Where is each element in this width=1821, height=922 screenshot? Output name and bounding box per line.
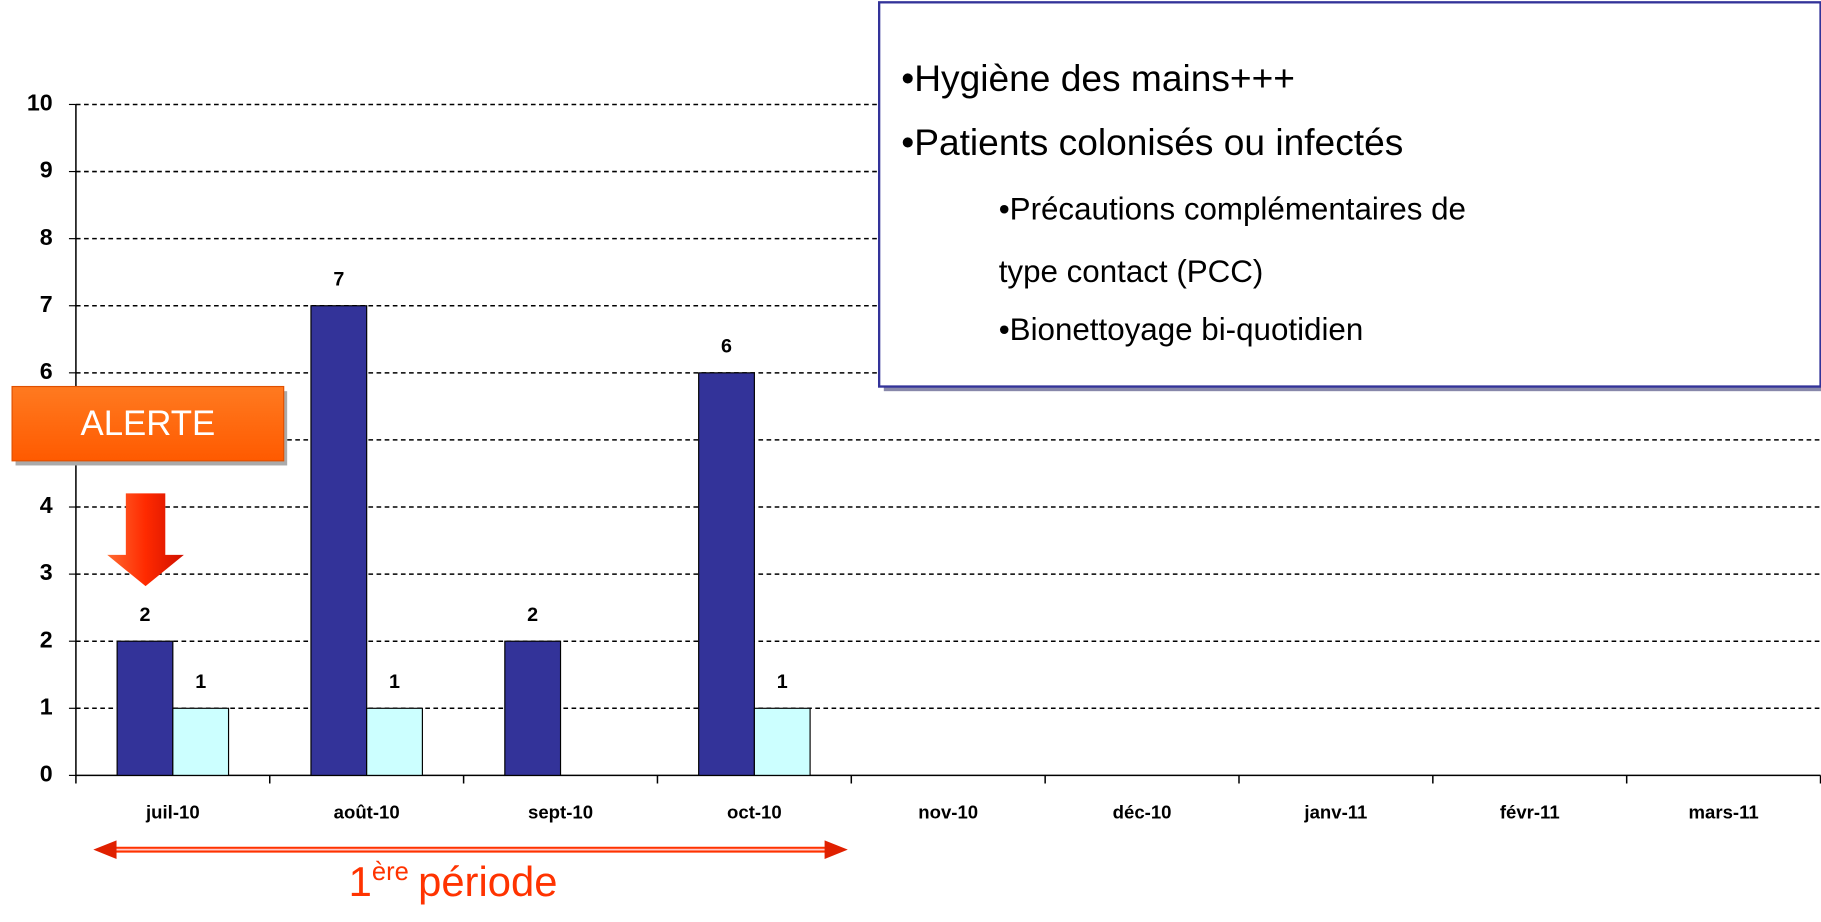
x-tick-label: sept-10 [528,802,593,823]
bar [310,305,368,776]
data-label: 7 [333,268,344,290]
box-item: •Patients colonisés ou infectés [901,121,1403,163]
y-tick-label: 7 [40,291,53,317]
box-subitem: •Bionettoyage bi-quotidien [999,312,1364,347]
y-tick-label: 2 [40,626,53,652]
y-tick-label: 10 [27,90,53,116]
period-superscript: ère [372,858,409,886]
y-tick-label: 1 [40,693,53,719]
bar [753,707,811,776]
x-tick-label: déc-10 [1113,802,1172,823]
data-label: 1 [777,671,788,693]
box-subitem: •Précautions complémentaires de [999,192,1466,227]
period-text: période [418,858,557,905]
data-label: 1 [195,671,206,693]
bar [698,372,755,776]
box-item: •Hygiène des mains+++ [901,57,1295,99]
y-tick-label: 4 [40,492,53,518]
period-label: 1ère période [349,858,558,905]
period-arrow [93,840,848,859]
x-tick-label: juil-10 [145,802,200,823]
x-tick-label: mars-11 [1689,802,1759,823]
data-label: 1 [389,671,400,693]
box-subitem: type contact (PCC) [999,254,1264,289]
data-label: 2 [527,604,538,626]
y-tick-label: 6 [40,358,53,384]
bar [366,707,423,776]
alert-arrow [107,493,184,587]
bar [172,707,230,776]
bar [116,640,174,776]
alert-box [11,385,285,462]
y-tick-label: 8 [40,224,53,250]
x-tick-label: nov-10 [918,802,978,823]
x-tick-label: févr-11 [1500,802,1560,823]
x-tick-label: janv-11 [1303,802,1367,823]
x-tick-label: oct-10 [727,802,782,823]
x-tick-label: août-10 [334,802,400,823]
y-tick-label: 3 [40,559,53,585]
bar [504,640,562,776]
data-label: 2 [139,604,150,626]
period-number: 1 [349,858,372,905]
annotation-box [877,1,1821,388]
y-tick-label: 0 [40,761,53,787]
alert-label: ALERTE [80,404,215,443]
data-label: 6 [721,336,732,358]
y-tick-label: 9 [40,157,53,183]
